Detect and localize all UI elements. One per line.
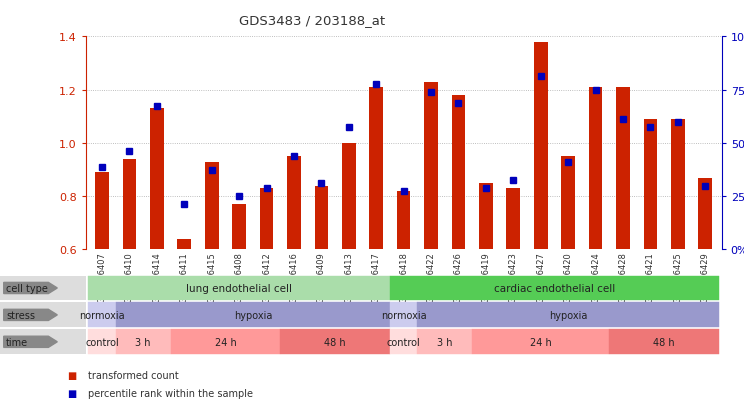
Text: lung endothelial cell: lung endothelial cell (186, 283, 292, 293)
Text: percentile rank within the sample: percentile rank within the sample (88, 388, 253, 398)
Text: cell type: cell type (6, 283, 48, 293)
Bar (671, 120, 684, 250)
Bar (561, 157, 575, 250)
Bar (699, 178, 712, 250)
Bar (589, 88, 603, 250)
Text: ■: ■ (67, 388, 76, 398)
Text: 24 h: 24 h (530, 337, 551, 347)
Bar (315, 186, 328, 250)
Bar (424, 82, 438, 250)
Text: time: time (6, 337, 28, 347)
Bar (260, 189, 273, 250)
Text: 24 h: 24 h (214, 337, 237, 347)
Bar (397, 191, 411, 250)
Text: GDS3483 / 203188_at: GDS3483 / 203188_at (240, 14, 385, 27)
Bar (452, 96, 465, 250)
Bar (232, 205, 246, 250)
Text: hypoxia: hypoxia (234, 310, 272, 320)
Text: 48 h: 48 h (324, 337, 346, 347)
Text: normoxia: normoxia (381, 310, 426, 320)
Bar (616, 88, 630, 250)
Bar (534, 43, 548, 250)
Text: 3 h: 3 h (437, 337, 452, 347)
Text: control: control (85, 337, 119, 347)
Text: 3 h: 3 h (135, 337, 151, 347)
Bar (287, 157, 301, 250)
Text: stress: stress (6, 310, 35, 320)
Text: 48 h: 48 h (653, 337, 675, 347)
Text: transformed count: transformed count (88, 370, 179, 380)
Bar (205, 162, 219, 250)
Bar (177, 239, 191, 250)
Bar (150, 109, 164, 250)
Bar (644, 120, 657, 250)
Text: ■: ■ (67, 370, 76, 380)
Bar (369, 88, 383, 250)
Text: control: control (387, 337, 420, 347)
Bar (123, 159, 136, 250)
Bar (95, 173, 109, 250)
Text: hypoxia: hypoxia (549, 310, 587, 320)
Bar (342, 144, 356, 250)
Text: cardiac endothelial cell: cardiac endothelial cell (494, 283, 615, 293)
Bar (479, 183, 493, 250)
Bar (507, 189, 520, 250)
Text: normoxia: normoxia (79, 310, 125, 320)
